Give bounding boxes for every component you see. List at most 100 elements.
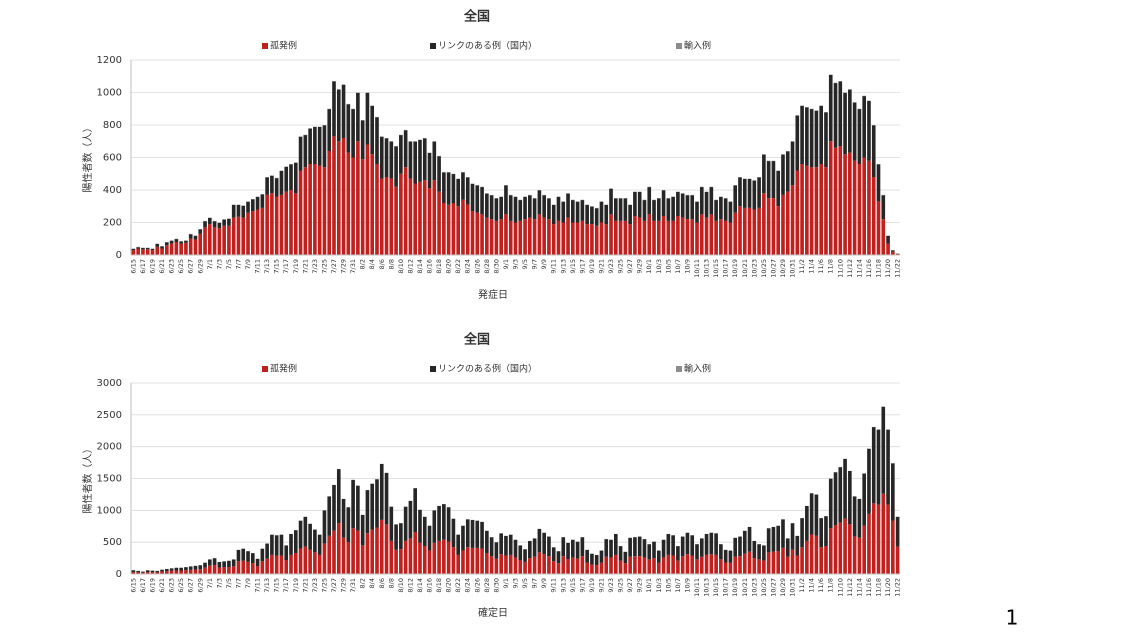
bar — [566, 559, 570, 574]
bar — [489, 537, 494, 557]
bar — [475, 547, 480, 574]
bar — [599, 562, 604, 574]
bar — [828, 141, 833, 255]
x-tick-label: 7/7 — [234, 578, 242, 588]
x-tick-label: 10/23 — [750, 259, 758, 278]
bar — [442, 172, 446, 203]
bar — [131, 572, 136, 574]
bar — [432, 141, 437, 181]
bar — [547, 198, 551, 220]
bar — [270, 534, 274, 555]
bar — [470, 547, 475, 574]
bar — [719, 544, 723, 560]
bar — [805, 540, 809, 574]
bar — [475, 212, 480, 255]
bar — [666, 534, 671, 555]
x-tick-label: 7/9 — [244, 259, 252, 269]
bar — [671, 196, 675, 221]
bar — [236, 561, 241, 574]
bar — [432, 510, 437, 543]
bar — [556, 220, 561, 255]
bar — [867, 160, 871, 255]
bar — [222, 219, 226, 226]
x-tick-label: 11/2 — [798, 578, 806, 593]
bar — [279, 194, 284, 255]
x-tick-label: 10/9 — [683, 578, 691, 593]
bar — [733, 185, 738, 213]
bar — [461, 172, 465, 200]
bar — [542, 554, 546, 574]
bar — [403, 506, 408, 541]
x-tick-label: 9/13 — [559, 259, 567, 274]
bar — [876, 164, 881, 202]
legend-label: 孤発例 — [270, 363, 297, 375]
bar — [795, 555, 800, 574]
bar — [442, 504, 446, 540]
bar — [188, 569, 193, 574]
bar — [322, 167, 327, 255]
bar — [160, 571, 164, 574]
bar — [427, 525, 432, 551]
x-tick-label: 9/27 — [626, 259, 634, 274]
bar — [738, 177, 742, 207]
bar — [289, 164, 293, 190]
bar — [876, 504, 881, 574]
bar — [795, 535, 800, 556]
bar — [561, 222, 566, 255]
x-tick-label: 10/27 — [769, 578, 777, 597]
bar — [437, 191, 441, 255]
bar — [451, 203, 456, 255]
bar — [618, 198, 623, 221]
bar — [585, 562, 589, 574]
x-tick-label: 10/3 — [655, 259, 663, 274]
x-tick-label: 7/13 — [263, 578, 271, 593]
bar — [394, 524, 398, 550]
x-tick-label: 10/9 — [683, 259, 691, 274]
bar — [188, 566, 193, 570]
bar — [480, 521, 484, 549]
bar — [766, 552, 771, 574]
bar — [131, 570, 136, 573]
bar — [370, 529, 375, 574]
bar — [270, 175, 274, 194]
bar — [212, 227, 217, 255]
bar — [246, 561, 250, 574]
bar — [609, 214, 613, 255]
bar — [308, 549, 312, 574]
bar — [867, 513, 871, 574]
bar — [212, 221, 217, 228]
bar — [757, 177, 761, 208]
x-tick-label: 8/22 — [454, 578, 462, 593]
bar — [547, 219, 551, 255]
bar — [504, 535, 508, 556]
bar — [217, 567, 222, 574]
bar — [733, 212, 738, 255]
bar — [590, 564, 594, 574]
bar — [532, 556, 537, 574]
bar — [231, 559, 236, 567]
bar — [680, 217, 685, 255]
bar — [145, 570, 150, 573]
bar — [169, 240, 174, 244]
bar — [633, 191, 637, 216]
bar — [322, 543, 327, 574]
bar — [795, 115, 800, 171]
x-tick-label: 8/28 — [483, 259, 491, 274]
y-tick-label: 1500 — [97, 474, 122, 485]
bar — [461, 199, 465, 255]
bar — [590, 553, 594, 565]
bar — [790, 523, 795, 550]
bar — [633, 556, 637, 574]
bar — [762, 154, 766, 194]
bar — [265, 543, 269, 559]
bar — [446, 204, 451, 255]
bar — [179, 570, 183, 574]
x-tick-label: 7/11 — [254, 259, 262, 274]
bar — [862, 473, 866, 526]
bar — [709, 187, 714, 215]
y-tick-label: 800 — [103, 120, 122, 131]
bar — [289, 190, 293, 255]
bar — [485, 530, 489, 553]
bar — [685, 532, 690, 555]
bar — [828, 478, 833, 529]
